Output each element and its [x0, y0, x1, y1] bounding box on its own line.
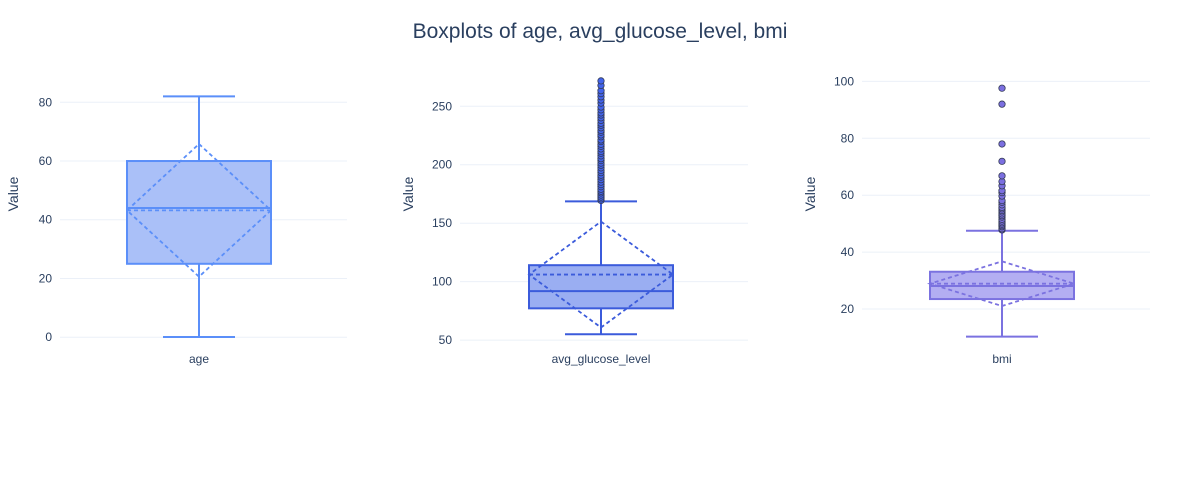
outlier-point	[597, 77, 605, 85]
sd-diamond	[125, 142, 273, 278]
outlier-point	[998, 157, 1006, 165]
y-tick-label: 80	[39, 95, 53, 109]
y-tick-label: 40	[841, 245, 855, 259]
y-axis-label: Value	[802, 176, 818, 211]
y-tick-label: 40	[39, 213, 53, 227]
outlier-point	[998, 172, 1006, 180]
y-axis-label: Value	[400, 176, 416, 211]
x-tick-label: avg_glucose_level	[552, 352, 651, 366]
y-tick-label: 50	[439, 333, 453, 347]
y-tick-label: 60	[39, 154, 53, 168]
outlier-point	[998, 100, 1006, 108]
y-tick-label: 100	[834, 74, 854, 88]
y-tick-label: 250	[432, 99, 452, 113]
y-tick-label: 100	[432, 275, 452, 289]
y-tick-label: 80	[841, 131, 855, 145]
x-tick-label: bmi	[992, 352, 1011, 366]
chart-title: Boxplots of age, avg_glucose_level, bmi	[412, 20, 788, 43]
sd-diamond	[527, 220, 675, 329]
y-tick-label: 20	[39, 271, 53, 285]
y-tick-label: 60	[841, 188, 855, 202]
outlier-point	[998, 84, 1006, 92]
y-tick-label: 200	[432, 158, 452, 172]
box-iqr	[126, 160, 272, 265]
y-tick-label: 20	[841, 302, 855, 316]
x-tick-label: age	[189, 352, 209, 366]
sd-diamond	[926, 260, 1078, 307]
y-tick-label: 0	[45, 330, 52, 344]
box-iqr	[528, 264, 674, 310]
outlier-point	[998, 140, 1006, 148]
y-axis-label: Value	[5, 176, 21, 211]
y-tick-label: 150	[432, 216, 452, 230]
